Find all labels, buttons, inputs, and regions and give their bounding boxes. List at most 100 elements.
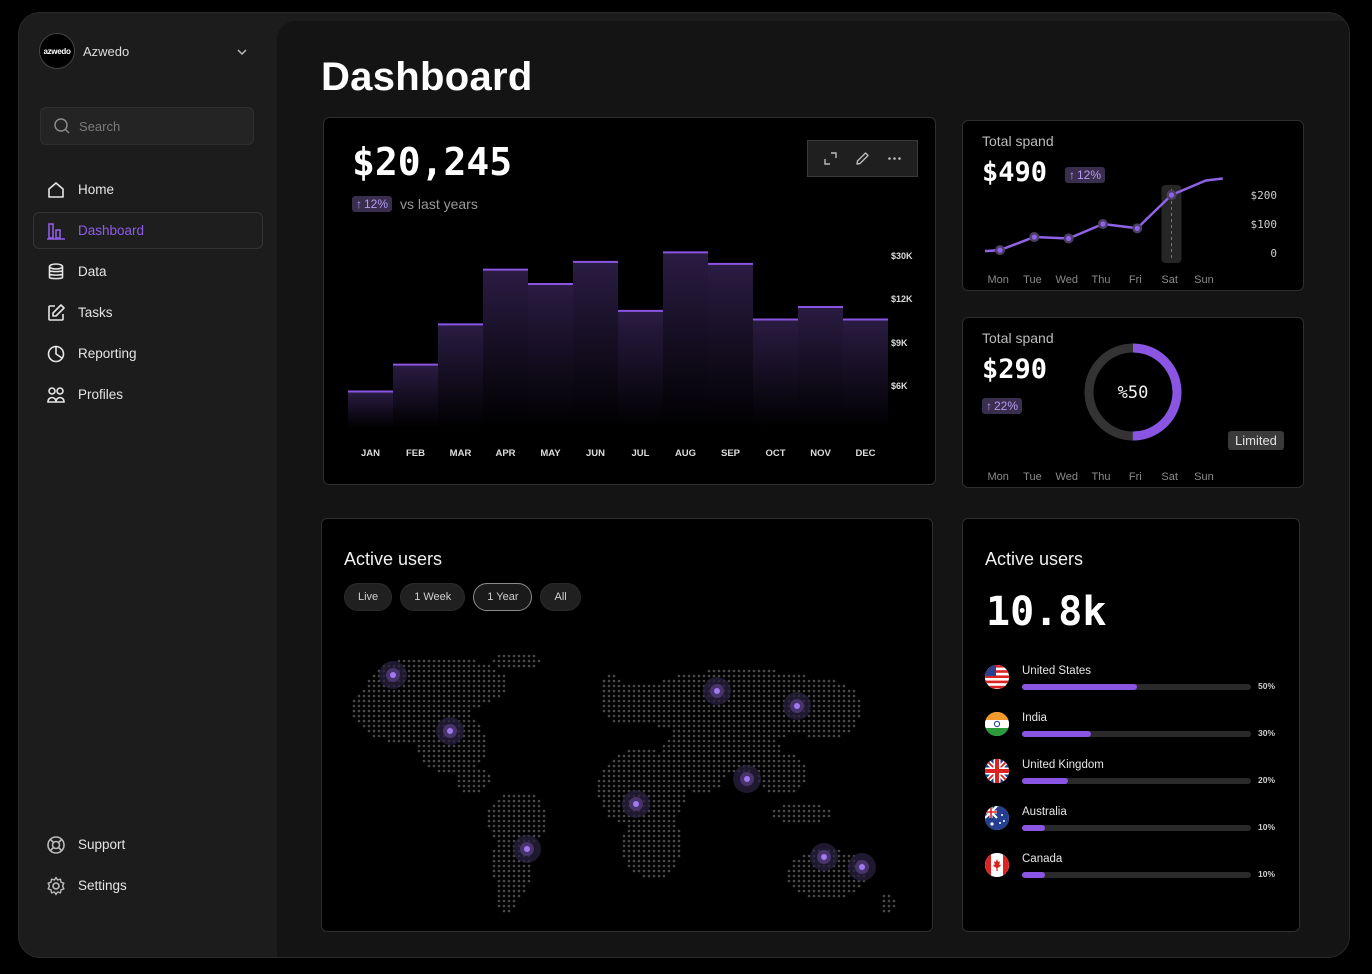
sidebar: azwedo Azwedo Home Dashboard Data Ta — [19, 13, 277, 957]
revenue-bar — [843, 319, 888, 428]
search-input[interactable] — [79, 118, 229, 134]
revenue-bar — [438, 324, 483, 428]
total-spend-line-card: Total spand $490 ↑ 12% $200 $100 0 Mon Tue We… — [962, 120, 1304, 291]
country-row: Australia 10% — [985, 806, 1275, 842]
x-tick-label: NOV — [810, 448, 831, 459]
nav-item-settings[interactable]: Settings — [33, 867, 263, 904]
chevron-down-icon[interactable] — [235, 45, 249, 59]
revenue-bar — [483, 269, 528, 428]
nav-item-reporting[interactable]: Reporting — [33, 335, 263, 372]
lifebuoy-icon — [47, 835, 65, 854]
nav-label: Tasks — [78, 305, 113, 320]
line-point — [997, 247, 1003, 253]
nav-label: Data — [78, 264, 107, 279]
country-name: United States — [1022, 665, 1092, 677]
progress-fill — [1022, 872, 1045, 878]
progress-fill — [1022, 778, 1068, 784]
revenue-bar — [393, 364, 438, 428]
main-nav: Home Dashboard Data Tasks Reporting Prof… — [33, 171, 263, 417]
app-window: azwedo Azwedo Home Dashboard Data Ta — [18, 12, 1350, 958]
card-title: Active users — [985, 549, 1084, 569]
pencil-icon[interactable] — [854, 150, 871, 167]
revenue-bar — [573, 261, 618, 428]
brand-name: Azwedo — [83, 43, 130, 59]
revenue-value: $20,245 — [352, 140, 513, 184]
page-title: Dashboard — [321, 55, 533, 99]
day-label: Sun — [1194, 471, 1214, 483]
nav-item-support[interactable]: Support — [33, 826, 263, 863]
x-tick-label: MAR — [450, 448, 472, 459]
country-progress — [1022, 778, 1251, 784]
expand-icon[interactable] — [822, 150, 839, 167]
day-label: Fri — [1128, 274, 1142, 286]
spend-label: Total spand — [982, 330, 1054, 346]
country-row: India 30% — [985, 712, 1275, 748]
country-percent: 10% — [1257, 822, 1275, 832]
day-label: Tue — [1023, 274, 1042, 286]
change-badge: ↑ 12% — [1065, 167, 1106, 183]
database-icon — [48, 262, 64, 279]
progress-fill — [1022, 825, 1045, 831]
country-name: United Kingdom — [1022, 759, 1104, 771]
country-percent: 20% — [1257, 775, 1275, 785]
revenue-bar — [753, 319, 798, 428]
active-users-map-card: Active users Live 1 Week 1 Year All — [321, 518, 933, 932]
nav-item-home[interactable]: Home — [33, 171, 263, 208]
revenue-bar — [348, 391, 393, 428]
line-point — [1100, 221, 1106, 227]
australia-flag-icon — [985, 806, 1009, 830]
filter-all[interactable]: All — [540, 583, 581, 611]
country-progress — [1022, 872, 1251, 878]
bar-chart-icon — [47, 222, 65, 240]
day-label: Mon — [987, 471, 1009, 483]
uk-flag-icon — [985, 759, 1009, 783]
nav-label: Dashboard — [78, 223, 145, 238]
hotspot-marker — [794, 703, 800, 709]
hotspot-marker — [390, 672, 396, 678]
change-value: 12% — [1077, 168, 1102, 182]
brand-logo: azwedo — [39, 33, 75, 69]
hotspot-marker — [633, 801, 639, 807]
home-icon — [48, 181, 64, 198]
secondary-nav: Support Settings — [33, 826, 263, 908]
revenue-bar-chart: JAN FEB MAR APR MAY JUN JUL AUG SEP OCT NOV DEC $30K… — [348, 251, 913, 459]
filter-1-week[interactable]: 1 Week — [400, 583, 466, 611]
nav-item-tasks[interactable]: Tasks — [33, 294, 263, 331]
edit-square-icon — [48, 303, 65, 321]
y-tick-label: $200 — [1251, 189, 1278, 202]
hotspot-marker — [447, 728, 453, 734]
donut-value-arc — [1084, 343, 1182, 441]
nav-label: Support — [78, 837, 126, 852]
country-row: United States 50% — [985, 665, 1275, 701]
country-percent: 50% — [1257, 681, 1275, 691]
x-tick-label: DEC — [855, 448, 875, 459]
search-box[interactable] — [40, 107, 254, 145]
spend-line-chart: $200 $100 0 — [984, 177, 1278, 263]
day-axis: Mon Tue Wed Thu Fri Sat Sun — [981, 471, 1221, 483]
nav-item-data[interactable]: Data — [33, 253, 263, 290]
workspace-switcher[interactable]: azwedo Azwedo — [39, 33, 129, 69]
active-users-total: 10.8k — [986, 589, 1107, 635]
x-tick-label: JUL — [632, 448, 650, 459]
nav-item-dashboard[interactable]: Dashboard — [33, 212, 263, 249]
comparison-label: vs last years — [400, 196, 478, 212]
nav-item-profiles[interactable]: Profiles — [33, 376, 263, 413]
x-tick-label: FEB — [406, 448, 425, 459]
y-tick-label: $100 — [1251, 218, 1278, 231]
day-label: Fri — [1128, 471, 1142, 483]
filter-live[interactable]: Live — [344, 583, 393, 611]
status-badge: Limited — [1228, 431, 1284, 450]
x-tick-label: JAN — [361, 448, 380, 459]
up-arrow-icon: ↑ — [986, 399, 992, 413]
country-name: Australia — [1022, 806, 1067, 818]
country-progress — [1022, 731, 1251, 737]
x-tick-label: JUN — [586, 448, 605, 459]
active-users-country-card: Active users 10.8k United States 50% Ind… — [962, 518, 1300, 932]
x-tick-label: APR — [495, 448, 515, 459]
world-map — [352, 654, 896, 913]
spend-value: $290 — [982, 354, 1048, 385]
filter-1-year[interactable]: 1 Year — [473, 583, 533, 611]
day-label: Wed — [1055, 471, 1078, 483]
spend-donut-chart: %50 — [1084, 343, 1182, 441]
more-icon[interactable] — [886, 150, 903, 167]
